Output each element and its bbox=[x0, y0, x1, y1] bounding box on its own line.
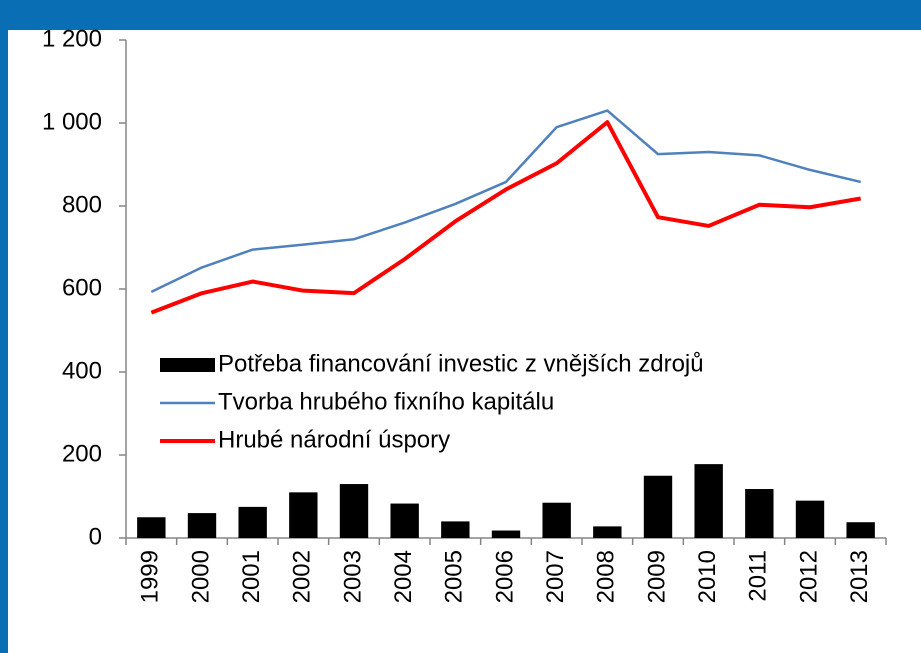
bar bbox=[441, 521, 470, 538]
bar bbox=[846, 522, 875, 538]
x-tick-label: 2002 bbox=[289, 550, 316, 603]
x-tick-label: 2013 bbox=[846, 550, 873, 603]
legend-label: Hrubé národní úspory bbox=[218, 426, 450, 453]
bar bbox=[137, 517, 166, 538]
y-tick-label: 400 bbox=[62, 357, 102, 384]
x-tick-label: 2000 bbox=[187, 550, 214, 603]
bar bbox=[694, 464, 723, 538]
bar bbox=[593, 526, 622, 538]
x-tick-label: 2008 bbox=[593, 550, 620, 603]
x-tick-label: 2004 bbox=[390, 550, 417, 603]
x-tick-label: 2003 bbox=[339, 550, 366, 603]
x-tick-label: 2010 bbox=[694, 550, 721, 603]
legend-label: Potřeba financování investic z vnějších … bbox=[218, 350, 704, 377]
line bbox=[150, 109, 861, 294]
y-tick-label: 200 bbox=[62, 440, 102, 467]
y-tick-label: 0 bbox=[89, 523, 102, 550]
y-tick-label: 600 bbox=[62, 274, 102, 301]
y-tick-label: 800 bbox=[62, 191, 102, 218]
header-band bbox=[0, 0, 921, 30]
bar bbox=[339, 484, 369, 538]
bar bbox=[289, 492, 318, 538]
y-tick-label: 1 000 bbox=[42, 108, 102, 135]
bar bbox=[643, 475, 673, 538]
bar bbox=[795, 500, 825, 538]
legend-label: Tvorba hrubého fixního kapitálu bbox=[218, 388, 554, 415]
x-tick-label: 2006 bbox=[491, 550, 518, 603]
x-tick-label: 2011 bbox=[745, 550, 772, 602]
x-tick-label: 2012 bbox=[795, 550, 822, 603]
bar bbox=[238, 506, 267, 538]
bar bbox=[187, 513, 217, 538]
x-tick-label: 1999 bbox=[137, 550, 164, 603]
left-band bbox=[0, 0, 8, 653]
x-tick-label: 2005 bbox=[441, 550, 468, 603]
bar bbox=[491, 530, 521, 538]
y-tick-label: 1 200 bbox=[42, 25, 102, 52]
bar bbox=[390, 503, 419, 538]
bar bbox=[542, 502, 571, 538]
line bbox=[150, 120, 862, 315]
bar bbox=[745, 489, 774, 538]
x-tick-label: 2009 bbox=[643, 550, 670, 603]
legend-swatch bbox=[160, 358, 215, 372]
x-tick-label: 2007 bbox=[542, 550, 569, 603]
x-tick-label: 2001 bbox=[238, 550, 265, 603]
